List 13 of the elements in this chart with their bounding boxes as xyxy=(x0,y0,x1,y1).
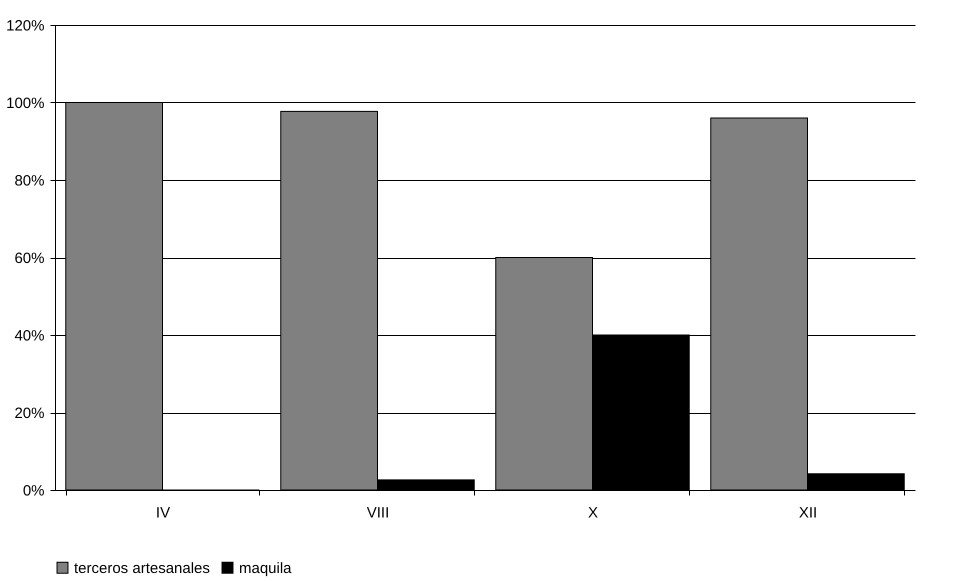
x-tick-label: X xyxy=(588,504,598,522)
x-tick-label: VIII xyxy=(366,504,390,522)
legend-label: terceros artesanales xyxy=(74,560,210,577)
y-tick-label: 40% xyxy=(14,328,44,344)
y-tick-label: 20% xyxy=(14,405,44,422)
x-tick-label: IV xyxy=(156,504,170,522)
y-tick-label: 60% xyxy=(14,250,44,267)
y-tick-label: 120% xyxy=(6,18,44,34)
y-tick-label: 100% xyxy=(6,95,44,112)
y-tick-label: 80% xyxy=(14,172,44,190)
legend-label: maquila xyxy=(239,560,292,577)
y-tick-label: 0% xyxy=(22,482,44,500)
x-tick-label: XII xyxy=(798,504,818,522)
